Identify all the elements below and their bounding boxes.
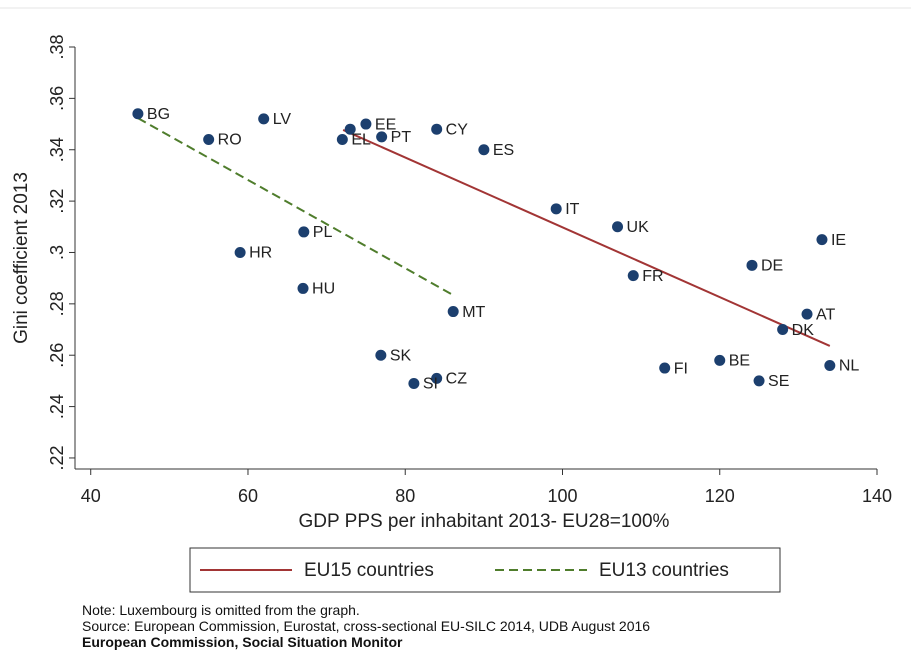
point	[777, 324, 789, 336]
point-label: DE	[761, 258, 783, 275]
point	[203, 133, 215, 145]
point-label: CZ	[446, 371, 468, 388]
y-axis-title: Gini coefficient 2013	[11, 172, 32, 344]
point	[297, 282, 309, 294]
point-label: FR	[642, 268, 663, 285]
point-label: DK	[792, 322, 815, 339]
point	[258, 113, 270, 125]
point-label: IT	[565, 201, 579, 218]
point-label: SE	[768, 373, 789, 390]
y-tick-label: .36	[47, 86, 67, 111]
point-label: IE	[831, 232, 846, 249]
point	[627, 270, 639, 282]
point	[431, 372, 443, 384]
point-label: PT	[391, 129, 412, 146]
y-tick-label: .3	[47, 245, 67, 260]
point	[714, 354, 726, 366]
fit-line	[137, 117, 454, 296]
x-tick-label: 60	[238, 486, 258, 506]
source: Source: European Commission, Eurostat, c…	[82, 618, 651, 634]
x-tick-label: 80	[395, 486, 415, 506]
point	[550, 203, 562, 215]
legend-label: EU15 countries	[304, 560, 434, 581]
point-label: EL	[351, 132, 371, 149]
point-label: LV	[273, 111, 292, 128]
x-tick-label: 120	[705, 486, 735, 506]
point	[376, 131, 388, 143]
point	[375, 349, 387, 361]
fit-line	[342, 129, 831, 347]
point-label: FI	[674, 360, 688, 377]
x-tick-label: 100	[547, 486, 577, 506]
y-tick-label: .38	[47, 34, 67, 59]
note: Note: Luxembourg is omitted from the gra…	[82, 602, 360, 618]
point-label: SI	[423, 376, 438, 393]
y-tick-label: .24	[47, 394, 67, 419]
y-tick-label: .34	[47, 137, 67, 162]
point-label: EE	[375, 116, 396, 133]
point	[360, 118, 372, 130]
point	[431, 123, 443, 135]
point	[447, 306, 459, 318]
point	[659, 362, 671, 374]
point	[612, 221, 624, 233]
y-tick-label: .26	[47, 343, 67, 368]
point	[801, 308, 813, 320]
point	[336, 133, 348, 145]
y-tick-label: .22	[47, 445, 67, 470]
point	[816, 234, 828, 246]
point-label: MT	[462, 304, 485, 321]
point	[234, 246, 246, 258]
chart: GDP PPS per inhabitant 2013- EU28=100% G…	[0, 7, 911, 593]
x-axis-title: GDP PPS per inhabitant 2013- EU28=100%	[299, 511, 670, 532]
point	[298, 226, 310, 238]
point	[408, 377, 420, 389]
legend-label: EU13 countries	[599, 560, 729, 581]
point-label: NL	[839, 358, 860, 375]
y-tick-label: .28	[47, 291, 67, 316]
x-tick-label: 40	[81, 486, 101, 506]
x-tick-label: 140	[862, 486, 892, 506]
point-label: AT	[816, 306, 835, 323]
y-tick-label: .32	[47, 189, 67, 214]
point-label: SK	[390, 347, 412, 364]
point-label: PL	[313, 224, 333, 241]
point-label: CY	[446, 121, 469, 138]
point-label: HR	[249, 245, 272, 262]
point-label: BG	[147, 106, 170, 123]
point	[824, 359, 836, 371]
point	[746, 259, 758, 271]
point	[344, 123, 356, 135]
legend-box	[189, 547, 781, 593]
point-label: HU	[312, 281, 335, 298]
point-label: ES	[493, 142, 514, 159]
point	[132, 108, 144, 120]
point	[753, 375, 765, 387]
point	[478, 144, 490, 156]
credit: European Commission, Social Situation Mo…	[82, 634, 403, 650]
point-label: UK	[627, 219, 650, 236]
point-label: RO	[218, 132, 242, 149]
point-label: BE	[729, 353, 750, 370]
